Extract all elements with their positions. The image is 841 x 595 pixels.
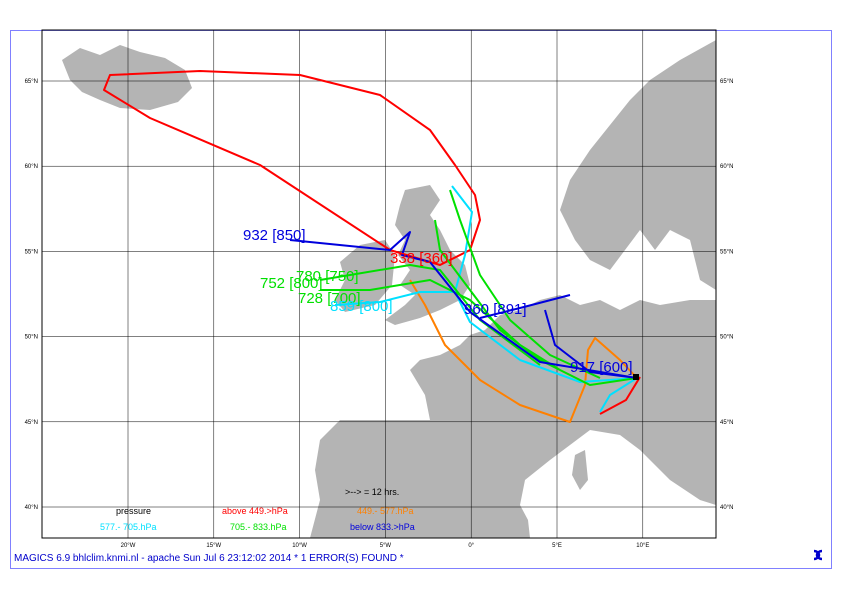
lat-label: 40°N — [720, 505, 733, 511]
lat-label: 60°N — [720, 164, 733, 170]
trajectory — [334, 185, 638, 413]
lon-label: 20°W — [121, 543, 136, 549]
legend-item: above 449.>hPa — [222, 506, 288, 516]
trajectory-labels: 932 [850] 338 [360] 780 [750] 752 [800] … — [243, 227, 633, 376]
trajectory — [599, 376, 641, 415]
map-area — [42, 30, 716, 538]
trajectory — [409, 279, 638, 423]
lon-label: 15°W — [206, 543, 221, 549]
land — [572, 450, 588, 490]
lon-label: 5°W — [380, 543, 392, 549]
lat-label: 65°N — [720, 79, 733, 85]
lon-label: 10°E — [636, 543, 649, 549]
land — [335, 240, 395, 312]
trajectory — [103, 70, 481, 266]
lon-label: 0° — [468, 543, 474, 549]
trajectory-label: 960 [891] — [464, 301, 527, 318]
trajectory-label: 728 [700] — [298, 290, 361, 307]
trajectories — [103, 70, 641, 423]
lat-label: 45°N — [25, 420, 38, 426]
lat-label: 50°N — [720, 335, 733, 341]
trajectory-label: 917 [600] — [570, 359, 633, 376]
lat-label: 40°N — [25, 505, 38, 511]
land — [62, 45, 192, 110]
logo — [813, 549, 823, 561]
lon-label: 10°W — [292, 543, 307, 549]
legend-item: 449.- 577.hPa — [357, 506, 414, 516]
legend-title: pressure — [116, 506, 151, 516]
legend-note: >--> = 12 hrs. — [345, 487, 399, 497]
trajectory-label: 859 [800] — [330, 298, 393, 315]
lat-label: 55°N — [720, 249, 733, 255]
lat-label: 45°N — [720, 420, 733, 426]
lat-label: 60°N — [25, 164, 38, 170]
trajectory — [289, 231, 638, 379]
lon-label: 5°E — [552, 543, 562, 549]
legend-item: 705.- 833.hPa — [230, 522, 287, 532]
land — [310, 295, 716, 538]
lat-label: 50°N — [25, 335, 38, 341]
land — [560, 40, 716, 290]
legend-item: below 833.>hPa — [350, 522, 415, 532]
legend-item: 577.- 705.hPa — [100, 522, 157, 532]
trajectory — [319, 189, 638, 386]
map-frame — [41, 29, 717, 539]
grid — [42, 30, 716, 538]
trajectory-label: 780 [750] — [296, 268, 359, 285]
legend: pressure >--> = 12 hrs. above 449.>hPa 44… — [100, 487, 415, 532]
footer: MAGICS 6.9 bhlclim.knmi.nl - apache Sun … — [14, 553, 404, 564]
trajectory-label: 338 [360] — [390, 250, 453, 267]
lat-label: 55°N — [25, 249, 38, 255]
end-point — [633, 374, 639, 380]
trajectory-label: 752 [800] — [260, 275, 323, 292]
lat-label: 65°N — [25, 79, 38, 85]
trajectory-label: 932 [850] — [243, 227, 306, 244]
